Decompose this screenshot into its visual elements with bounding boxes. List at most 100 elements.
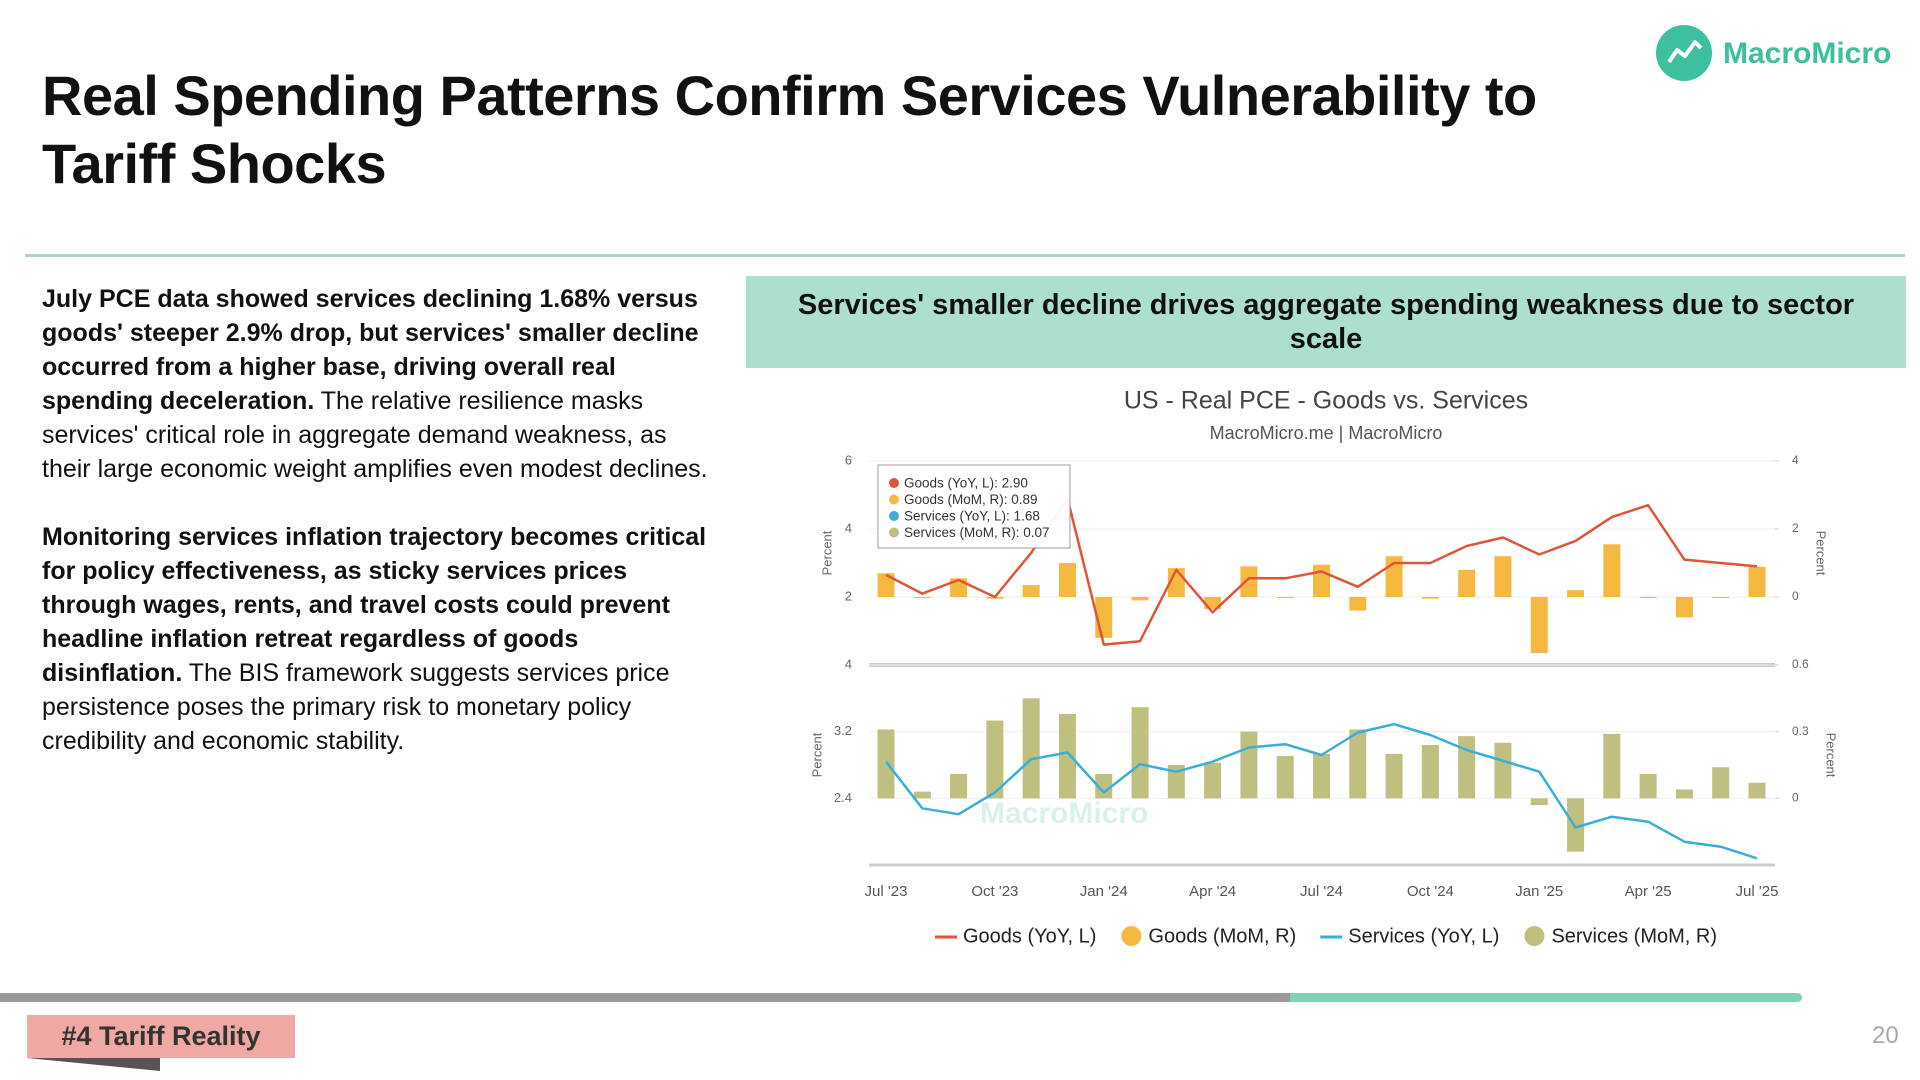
bar [1712,767,1730,799]
logo-text: MacroMicro [1723,37,1891,70]
tooltip-dot [889,494,899,505]
page-number: 20 [1872,1022,1899,1049]
paragraph: July PCE data showed services declining … [42,282,722,486]
watermark: MacroMicro [980,797,1148,830]
bar [1095,773,1113,799]
bar [1349,729,1367,799]
chart: US - Real PCE - Goods vs. Services MacroM… [809,387,1839,948]
x-tick-label: Oct '23 [971,883,1018,900]
x-tick-label: Jan '25 [1515,883,1563,900]
progress-bar-fill [1290,993,1802,1002]
bar [1748,566,1766,597]
bar [877,729,895,799]
bold-text: Monitoring services inflation trajectory… [42,523,707,687]
logo: MacroMicro [1656,25,1891,81]
tooltip-text: Services (MoM, R): 0.07 [904,525,1050,540]
tooltip-text: Goods (YoY, L): 2.90 [904,476,1028,491]
x-tick-label: Jul '23 [865,883,908,900]
bar [1530,798,1548,805]
bar [1167,765,1185,799]
y-tick-label: 2 [845,588,852,603]
tooltip-dot [889,478,899,488]
logo-glyph [1667,40,1703,64]
bar [1748,782,1766,799]
divider [25,254,1905,257]
bar [1567,798,1585,852]
x-tick-label: Jan '24 [1080,883,1128,900]
tooltip-text: Services (YoY, L): 1.68 [904,509,1040,524]
y2-tick-label: 2 [1792,521,1799,535]
bar [1313,753,1330,799]
bar [913,597,931,598]
bar [1603,733,1621,799]
bar [1712,597,1730,598]
bar [950,773,968,799]
line [885,497,1758,646]
tooltip-dot [889,527,899,538]
bar [1675,597,1693,618]
bar [1022,698,1040,799]
y-tick-label: 6 [845,452,852,467]
bar [877,573,895,597]
bar [1675,789,1693,799]
chart-title: US - Real PCE - Goods vs. Services [1124,387,1528,415]
bar [1349,597,1367,611]
legend-label: Goods (MoM, R) [1148,925,1296,947]
legend-symbol [1121,926,1142,946]
bar [913,791,931,799]
tag-shadow [27,1058,160,1071]
y2-tick-label: 0 [1792,589,1799,603]
bar [1022,585,1040,597]
bar [1276,756,1294,799]
bar [1313,564,1330,597]
x-tick-label: Jul '25 [1736,883,1779,900]
body-text: July PCE data showed services declining … [42,282,722,792]
bar [1494,556,1512,597]
y2-tick-label: 0.6 [1792,657,1809,671]
y-axis-label: Percent [809,732,824,777]
tooltip-box [877,464,1071,549]
tag-shadow-shape [27,1058,160,1071]
x-tick-label: Jul '24 [1300,883,1343,900]
x-tick-label: Oct '24 [1407,883,1454,900]
y-tick-label: 4 [845,656,852,671]
bar [1458,736,1476,799]
y2-tick-label: 4 [1792,453,1799,467]
bar [1240,566,1258,597]
chart-heading: Services' smaller decline drives aggrega… [746,276,1906,368]
text: The relative resilience masks services' … [42,387,708,483]
bar [986,720,1004,799]
legend-label: Goods (YoY, L) [963,925,1096,947]
bar [1567,590,1585,597]
chart-subtitle: MacroMicro.me | MacroMicro [1210,423,1443,443]
legend-label: Services (MoM, R) [1551,925,1717,947]
y-tick-label: 3.2 [834,723,852,738]
legend-symbol [1524,926,1545,946]
bar [1240,731,1258,799]
tooltip-text: Goods (MoM, R): 0.89 [904,492,1038,507]
bar [1385,753,1403,799]
y2-tick-label: 0.3 [1792,724,1809,738]
y2-tick-label: 0 [1792,791,1799,805]
section-tag: #4 Tariff Reality [27,1015,295,1058]
bar [1603,544,1621,597]
y2-axis-label: Percent [1824,733,1839,778]
x-tick-label: Apr '24 [1189,883,1236,900]
bar [1058,713,1076,799]
bar [1639,597,1657,598]
paragraph: Monitoring services inflation trajectory… [42,520,722,758]
legend-label: Services (YoY, L) [1348,925,1499,947]
bar [1204,762,1222,799]
x-tick-label: Apr '25 [1625,883,1672,900]
tooltip-dot [889,511,899,521]
bold-text: July PCE data showed services declining … [42,285,699,415]
bar [1204,597,1222,609]
bar [1058,563,1076,597]
y-tick-label: 2.4 [834,790,852,805]
text: The BIS framework suggests services pric… [42,659,670,755]
bar [1458,569,1476,597]
bar [1131,597,1149,601]
bar [1494,742,1512,799]
slide-title: Real Spending Patterns Confirm Services … [42,64,1537,195]
